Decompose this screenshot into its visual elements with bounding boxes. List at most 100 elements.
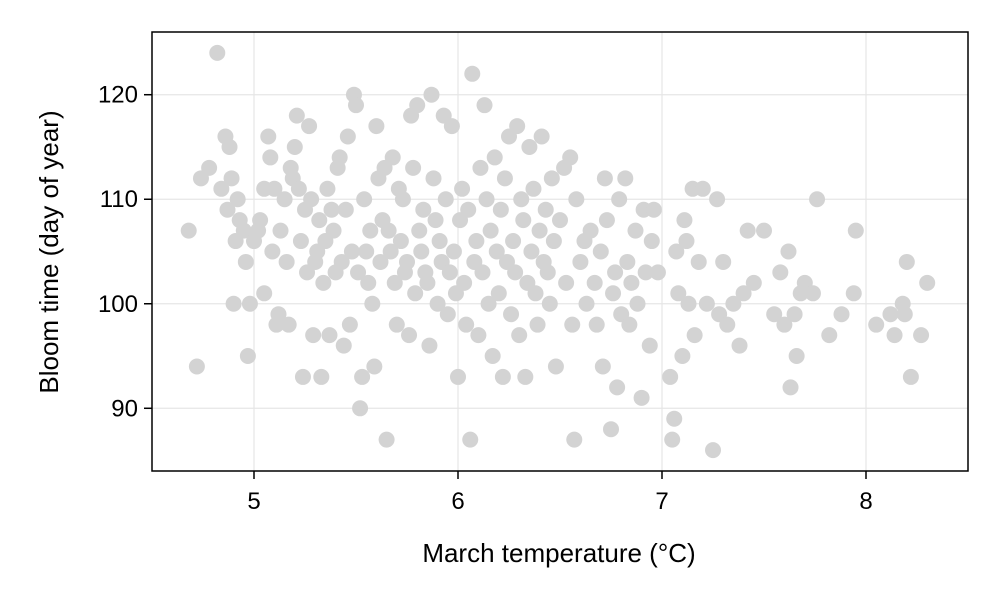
data-point [252,212,269,229]
data-point [529,316,546,333]
data-point [562,149,579,166]
data-point [235,222,252,239]
data-point [623,274,640,291]
data-point [319,180,336,197]
data-point [305,327,322,344]
data-point [335,337,352,354]
data-point [450,368,466,385]
data-point [919,274,936,291]
axis-ticks [144,93,867,479]
y-tick-label: 110 [100,186,138,213]
data-point [594,358,611,375]
data-point [527,285,544,302]
x-tick-label: 7 [655,488,668,515]
plot-frame [151,31,969,472]
data-point [241,295,258,312]
x-axis-title: March temperature (°C) [422,538,695,568]
data-point [454,180,471,197]
data-point [337,201,354,218]
data-point [868,316,885,333]
data-point [478,191,495,208]
data-point [409,97,426,114]
data-point [445,243,462,260]
data-point [488,243,505,260]
data-point [619,253,636,270]
data-point [804,285,821,302]
data-point [382,243,399,260]
data-point [913,327,930,344]
data-point [421,337,438,354]
data-point [313,368,330,385]
data-point [558,274,575,291]
data-point [603,421,619,438]
data-point [833,306,850,323]
data-point [494,368,511,385]
data-point [503,306,520,323]
data-point [288,107,305,124]
data-point [356,191,373,208]
data-point [666,410,683,427]
data-point [256,285,273,302]
data-point [698,295,715,312]
data-point [229,191,246,208]
data-point [588,316,605,333]
data-point [378,431,395,448]
data-point [221,138,238,155]
data-point [456,274,473,291]
data-point [680,295,697,312]
data-point [686,327,703,344]
data-point [676,212,693,229]
data-point [188,358,205,375]
data-point [441,264,458,281]
data-point [533,128,550,145]
data-point [399,253,415,270]
data-point [607,264,624,281]
data-point [315,274,332,291]
data-point [547,358,564,375]
data-point [670,285,687,302]
data-point [362,222,379,239]
data-point [280,316,297,333]
data-point [627,222,644,239]
data-point [756,222,772,239]
data-point [592,243,609,260]
data-point [633,389,650,406]
data-point [470,327,487,344]
data-point [517,368,534,385]
data-point [521,138,538,155]
data-point [566,431,583,448]
data-point [766,306,783,323]
data-point [596,170,613,187]
data-point [668,243,685,260]
data-point [809,191,826,208]
data-point [898,253,915,270]
data-point [380,222,397,239]
data-point [649,264,666,281]
data-point [480,295,497,312]
data-point [496,170,513,187]
data-point [637,264,654,281]
data-point [431,233,448,250]
data-point [664,431,681,448]
data-point [372,253,389,270]
data-point [847,222,864,239]
data-point [321,327,338,344]
x-tick-label: 8 [859,488,872,515]
data-point [731,337,748,354]
data-point [609,379,626,396]
data-point [401,327,418,344]
y-tick-label: 100 [98,291,138,318]
data-point [715,253,732,270]
data-point [821,327,838,344]
data-point [629,295,646,312]
data-point [782,379,799,396]
data-point [537,201,554,218]
data-point [278,253,295,270]
data-point [290,180,307,197]
data-point [292,233,309,250]
data-point [272,222,289,239]
data-point [486,149,503,166]
data-point [364,295,381,312]
data-point [407,285,424,302]
data-point [474,264,491,281]
